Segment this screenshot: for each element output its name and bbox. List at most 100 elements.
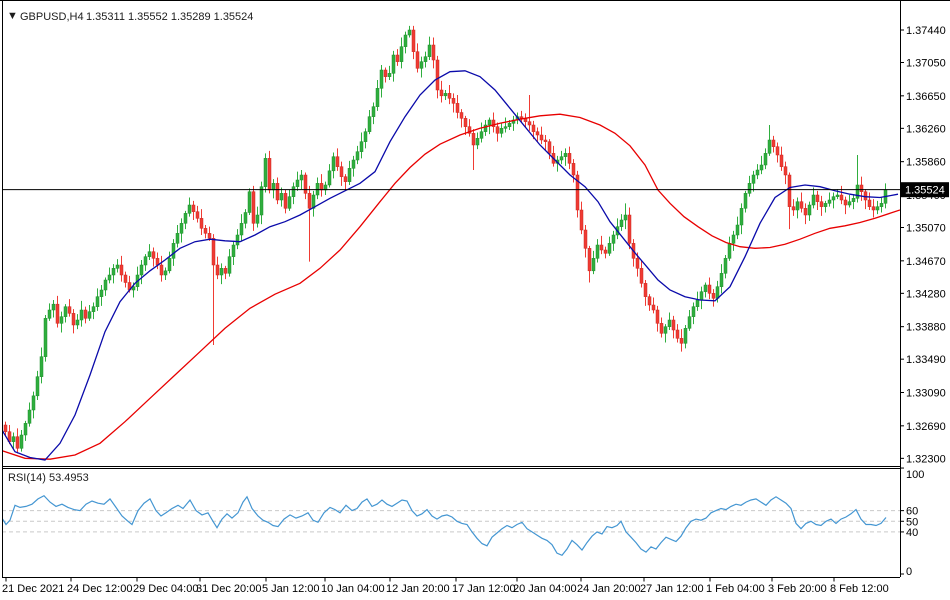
candle-bearish — [803, 208, 808, 216]
time-axis-label: 5 Jan 12:00 — [262, 583, 320, 595]
candle-bearish — [203, 228, 208, 234]
candle-bullish — [347, 168, 352, 182]
chart-plot-area[interactable] — [2, 0, 900, 466]
candle-bullish — [759, 164, 764, 171]
candle-bullish — [51, 303, 56, 311]
candle-bearish — [83, 309, 88, 319]
candle-bearish — [867, 199, 872, 207]
candle-bullish — [23, 423, 28, 436]
candle-bearish — [119, 264, 124, 276]
candle-bullish — [747, 183, 752, 194]
candle-bearish — [267, 158, 272, 191]
symbol-dropdown-arrow-icon[interactable]: ▼ — [7, 10, 18, 22]
candle-bearish — [571, 163, 576, 176]
candle-bullish — [379, 69, 384, 89]
time-axis-label: 3 Feb 20:00 — [768, 583, 827, 595]
candle-bearish — [647, 296, 652, 306]
candle-bearish — [307, 193, 312, 209]
candle-bullish — [483, 124, 488, 132]
candle-bearish — [775, 146, 780, 156]
candle-bearish — [575, 174, 580, 211]
candle-bearish — [211, 238, 216, 266]
candle-bearish — [455, 103, 460, 113]
candle-bearish — [435, 59, 440, 91]
candle-bullish — [367, 116, 372, 132]
candle-bearish — [195, 211, 200, 219]
price-axis-label: 1.36260 — [906, 123, 946, 135]
candle-bullish — [663, 326, 668, 334]
candle-bullish — [131, 286, 136, 291]
time-axis-label: 24 Dec 12:00 — [67, 583, 132, 595]
candle-bullish — [607, 243, 612, 254]
candle-bearish — [859, 184, 864, 192]
candle-bearish — [587, 248, 592, 272]
candle-bullish — [115, 264, 120, 269]
candle-bearish — [223, 268, 228, 274]
candle-bearish — [411, 29, 416, 52]
candle-bullish — [399, 46, 404, 62]
candle-bearish — [343, 176, 348, 182]
candle-bullish — [227, 256, 232, 274]
candle-bullish — [611, 234, 616, 244]
candle-bullish — [91, 306, 96, 312]
candle-bearish — [467, 126, 472, 134]
price-axis-label: 1.33090 — [906, 388, 946, 400]
candle-bullish — [595, 244, 600, 259]
candle-bearish — [599, 244, 604, 251]
candle-bearish — [519, 116, 524, 119]
candle-bullish — [11, 436, 16, 442]
candle-bullish — [79, 309, 84, 321]
candle-bullish — [147, 251, 152, 257]
candle-bullish — [231, 244, 236, 257]
candle-bullish — [619, 219, 624, 227]
candle-bullish — [87, 311, 92, 319]
time-axis-label: 24 Jan 20:00 — [577, 583, 641, 595]
candle-bullish — [187, 204, 192, 214]
candle-bullish — [623, 214, 628, 221]
candle-bearish — [603, 249, 608, 254]
price-axis[interactable]: 1.374401.370501.366501.362601.358601.354… — [900, 25, 946, 465]
candle-bearish — [191, 204, 196, 212]
candle-bearish — [339, 166, 344, 177]
candle-bearish — [151, 251, 156, 259]
rsi-scale-label: 60 — [906, 506, 918, 518]
chart-symbol-title: GBPUSD,H4 — [20, 11, 84, 23]
rsi-plot-area[interactable] — [2, 468, 900, 577]
price-axis-label: 1.36650 — [906, 91, 946, 103]
rsi-indicator-label: RSI(14) 53.4953 — [8, 472, 89, 484]
candle-bullish — [99, 289, 104, 297]
candle-bullish — [291, 186, 296, 197]
candle-bearish — [15, 436, 20, 449]
time-axis-label: 12 Jan 20:00 — [386, 583, 450, 595]
candle-bullish — [327, 170, 332, 186]
candle-bullish — [235, 234, 240, 246]
candle-bearish — [439, 89, 444, 97]
candle-bullish — [375, 88, 380, 107]
candle-bullish — [419, 61, 424, 69]
candle-bearish — [815, 194, 820, 202]
candle-bearish — [843, 199, 848, 206]
candle-bullish — [171, 243, 176, 259]
time-axis-label: 8 Feb 12:00 — [830, 583, 889, 595]
candle-bullish — [179, 223, 184, 234]
candle-bearish — [215, 264, 220, 276]
candle-bullish — [687, 316, 692, 329]
candle-bearish — [395, 54, 400, 62]
candle-bullish — [311, 194, 316, 209]
candle-bearish — [651, 304, 656, 311]
candle-bullish — [331, 156, 336, 172]
candle-bearish — [783, 166, 788, 176]
candle-bullish — [847, 201, 852, 206]
rsi-scale-label: 100 — [906, 469, 924, 481]
candle-bearish — [567, 153, 572, 164]
candle-bullish — [239, 223, 244, 236]
candle-bullish — [35, 376, 40, 397]
candle-bullish — [795, 201, 800, 211]
time-axis-label: 20 Jan 04:00 — [513, 583, 577, 595]
candle-bullish — [835, 194, 840, 197]
candle-bullish — [27, 409, 32, 424]
candle-bullish — [219, 268, 224, 276]
candle-bullish — [811, 194, 816, 206]
current-price-label: 1.35524 — [905, 185, 945, 197]
